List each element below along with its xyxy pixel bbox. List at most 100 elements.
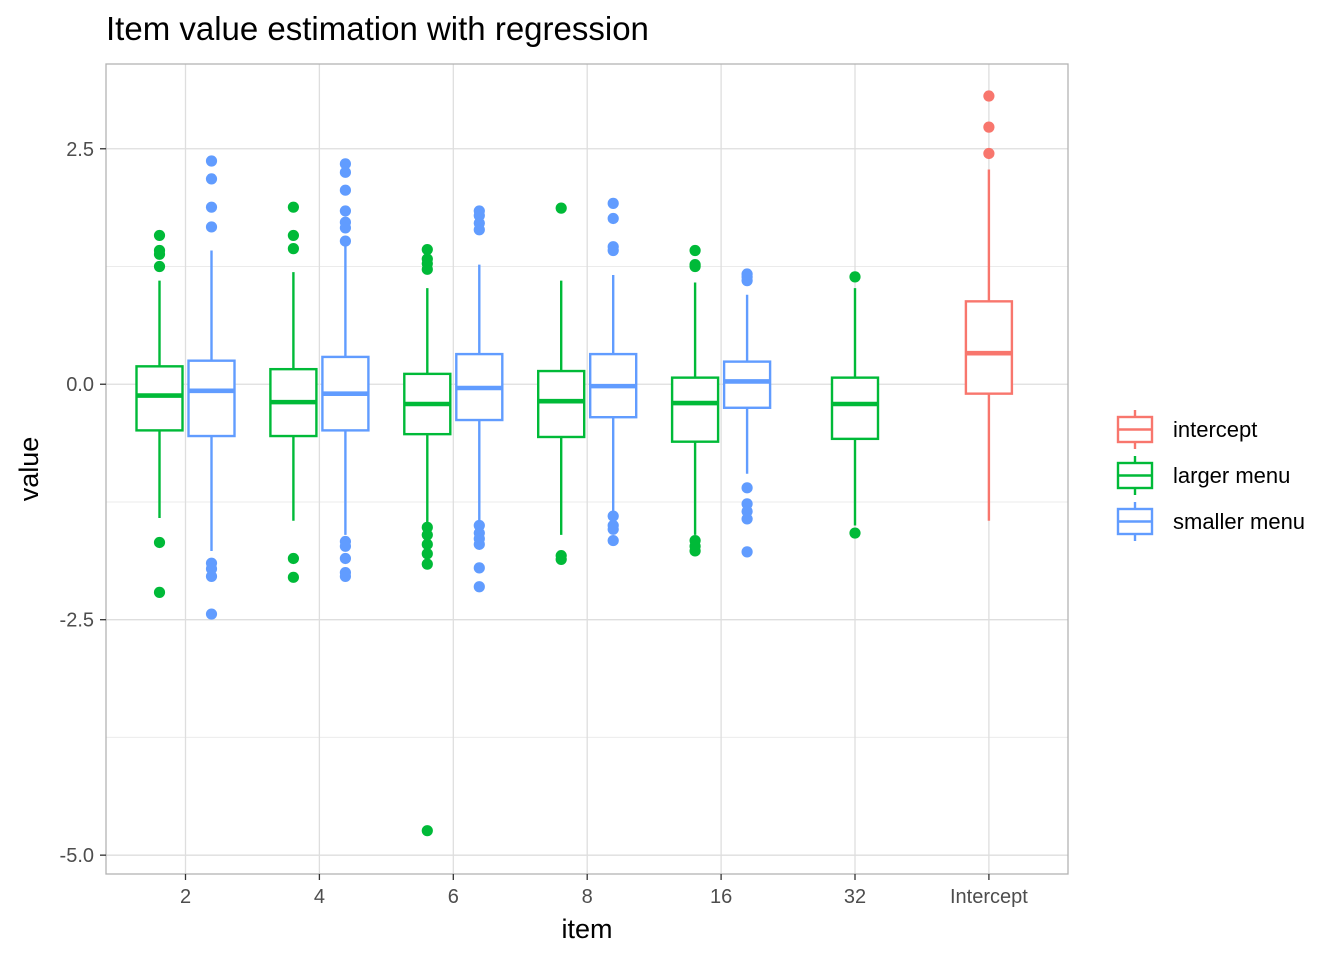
outlier-point [339,235,351,247]
outlier-point [607,523,619,535]
chart-title: Item value estimation with regression [106,10,649,47]
iqr-box [135,365,184,432]
outlier-point [153,260,166,273]
box-larger-menu-2 [135,229,184,598]
outlier-point [849,271,861,283]
outlier-point [983,121,995,133]
outlier-point [689,260,701,273]
outlier-point [339,570,351,582]
x-axis-title: item [561,914,612,944]
outlier-point [473,538,485,550]
legend-label: intercept [1173,417,1257,442]
box-larger-menu-32 [830,271,880,539]
outlier-point [849,527,861,539]
x-tick-label: 32 [844,886,866,908]
outlier-point [421,243,433,256]
y-axis-title: value [14,437,44,502]
x-tick-label: 4 [314,886,325,908]
outlier-point [741,546,753,558]
outlier-point [421,538,433,550]
outlier-point [607,212,619,225]
outlier-point [473,224,485,236]
outlier-point [741,482,753,494]
y-tick-label: -5.0 [60,845,94,867]
outlier-point [555,202,567,214]
outlier-point [689,244,701,257]
legend-item-larger-menu: larger menu [1116,456,1290,495]
outlier-point [153,248,166,260]
outlier-point [153,536,166,549]
iqr-box [537,369,586,439]
outlier-point [607,244,619,257]
legend-item-intercept: intercept [1116,410,1257,449]
iqr-box [830,376,880,441]
box-larger-menu-8 [537,202,586,566]
outlier-point [339,540,351,552]
outlier-point [205,201,218,213]
legend-label: larger menu [1173,463,1290,488]
outlier-point [421,825,433,837]
outlier-point [555,553,567,566]
outlier-point [421,548,433,560]
box-smaller-menu-2 [187,155,236,620]
box-larger-menu-16 [670,244,720,557]
x-tick-label: 6 [448,886,459,908]
outlier-point [421,558,433,570]
x-axis: 2 4 6 8 16 32 Intercept [180,874,1028,908]
box-smaller-menu-8 [589,197,638,547]
x-tick-label: 2 [180,886,191,908]
y-tick-label: 2.5 [66,139,94,161]
outlier-point [421,529,433,541]
y-axis: 2.5 0.0 -2.5 -5.0 [60,139,106,867]
outlier-point [607,534,619,547]
outlier-point [205,570,218,582]
outlier-point [205,173,218,185]
iqr-box [187,359,236,438]
x-tick-label: Intercept [950,886,1028,908]
outlier-point [287,229,299,242]
box-smaller-menu-4 [321,158,370,582]
outlier-point [741,513,753,525]
x-tick-label: 8 [582,886,593,908]
outlier-point [153,229,166,242]
outlier-point [339,166,351,178]
outlier-point [287,571,299,583]
legend-label: smaller menu [1173,509,1305,534]
outlier-point [473,581,485,593]
outlier-point [741,275,753,287]
outlier-point [339,552,351,565]
y-tick-label: -2.5 [60,610,94,632]
outlier-point [205,221,218,233]
box-larger-menu-4 [269,201,318,583]
outlier-point [473,562,485,574]
box-larger-menu-6 [403,243,452,837]
outlier-point [607,510,619,522]
outlier-point [689,545,701,557]
outlier-point [153,586,166,598]
outlier-point [339,158,351,170]
outlier-point [983,90,995,102]
iqr-box [670,376,720,443]
outlier-point [205,608,218,620]
outlier-point [205,155,218,167]
box-intercept-Intercept [964,90,1014,521]
outlier-point [339,222,351,234]
outlier-point [287,552,299,565]
outlier-point [339,184,351,196]
iqr-box [964,300,1014,395]
outlier-point [287,201,299,213]
box-smaller-menu-16 [722,268,772,558]
iqr-box [722,360,772,409]
box-smaller-menu-6 [455,205,504,593]
legend-item-smaller-menu: smaller menu [1116,502,1305,541]
boxes-layer [135,90,1014,837]
y-tick-label: 0.0 [66,374,94,396]
outlier-point [983,147,995,160]
outlier-point [287,243,299,255]
x-tick-label: 16 [710,886,732,908]
outlier-point [607,197,619,209]
outlier-point [421,263,433,275]
legend: intercept larger menu smaller menu [1116,410,1305,541]
